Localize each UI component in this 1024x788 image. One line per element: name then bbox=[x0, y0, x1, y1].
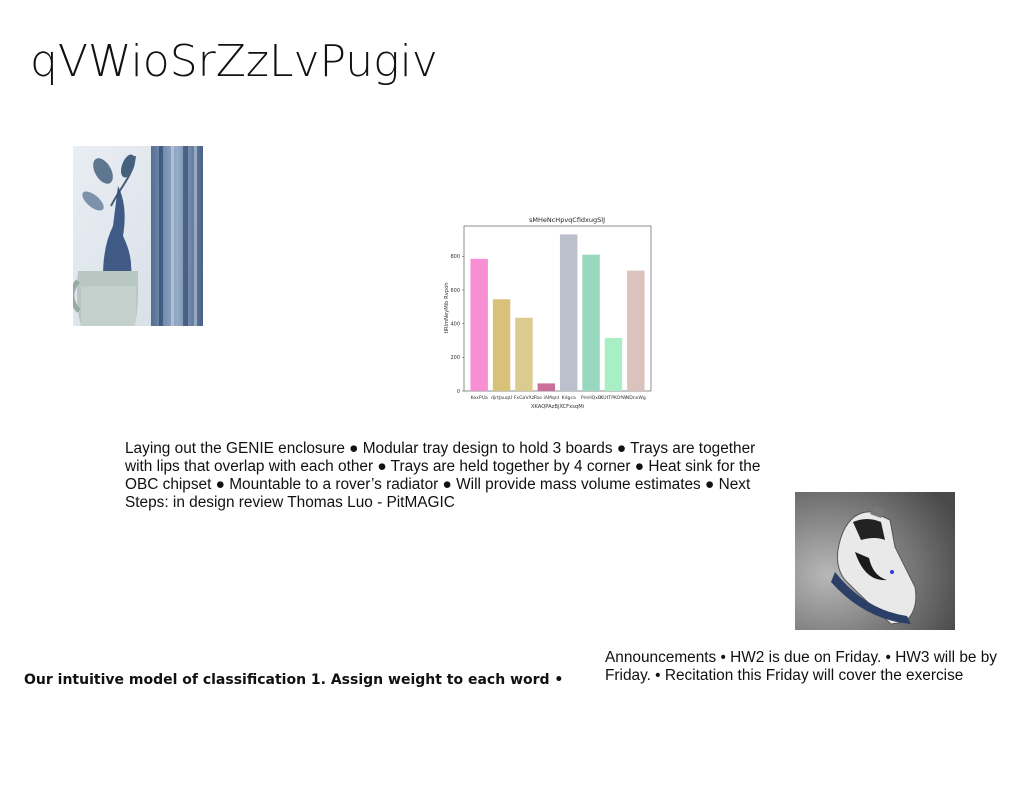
x-tick-label: djrtJauqU bbox=[491, 395, 512, 401]
x-tick-label: KexPUa bbox=[471, 395, 488, 401]
bar-3 bbox=[538, 383, 555, 391]
bar-4 bbox=[560, 234, 577, 391]
plot-frame bbox=[464, 226, 651, 391]
y-tick-label: 200 bbox=[450, 355, 460, 361]
x-tick-label: NDnxWg bbox=[626, 395, 646, 401]
bar-2 bbox=[515, 318, 532, 391]
x-tick-label: Fbo iAMqnI bbox=[534, 395, 559, 401]
bar-chart: sMHeNcHpvqCfidxugSlJ 0 200 400 600 800 KexPU… bbox=[440, 210, 670, 415]
bar-1 bbox=[493, 299, 510, 391]
chart-title: sMHeNcHpvqCfidxugSlJ bbox=[529, 216, 605, 224]
bar-6 bbox=[605, 338, 622, 391]
x-tick-label: KUtTPKOfW bbox=[600, 395, 627, 401]
bar-7 bbox=[627, 271, 644, 391]
classification-text: Our intuitive model of classification 1.… bbox=[24, 672, 594, 688]
bar-5 bbox=[582, 255, 599, 391]
announcements-text: Announcements • HW2 is due on Friday. • … bbox=[605, 649, 1020, 685]
enclosure-paragraph: Laying out the GENIE enclosure ● Modular… bbox=[125, 440, 765, 512]
plant-photo-art bbox=[73, 146, 203, 326]
y-tick-label: 0 bbox=[457, 389, 460, 395]
x-tick-label: FxGaVXz bbox=[514, 395, 535, 401]
y-axis-label: tIRlmNeyMib Rvpoh bbox=[444, 282, 450, 333]
x-tick-label: Kdgca bbox=[562, 395, 576, 401]
x-axis-label: XKAQPAzBjXCFxsqMi bbox=[531, 404, 584, 410]
page-title: qVWioSrZzLvPugiv bbox=[30, 36, 438, 87]
sneaker-photo bbox=[795, 492, 955, 630]
y-tick-label: 600 bbox=[450, 288, 460, 294]
x-tick-label: PmHQxB bbox=[581, 395, 601, 401]
shoe-photo-art bbox=[795, 492, 955, 630]
y-tick-label: 800 bbox=[450, 254, 460, 260]
y-tick-label: 400 bbox=[450, 321, 460, 327]
plant-vase-photo bbox=[73, 146, 203, 326]
bar-0 bbox=[470, 259, 487, 391]
